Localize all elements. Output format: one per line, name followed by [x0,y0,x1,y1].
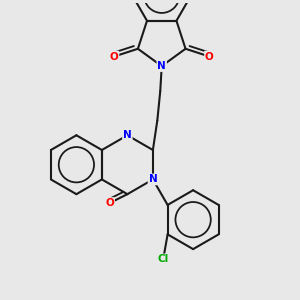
Text: N: N [157,61,166,71]
Text: O: O [110,52,118,61]
Text: O: O [105,198,114,208]
Text: O: O [205,52,214,61]
Text: N: N [148,174,157,184]
Text: N: N [123,130,132,140]
Text: Cl: Cl [158,254,169,264]
